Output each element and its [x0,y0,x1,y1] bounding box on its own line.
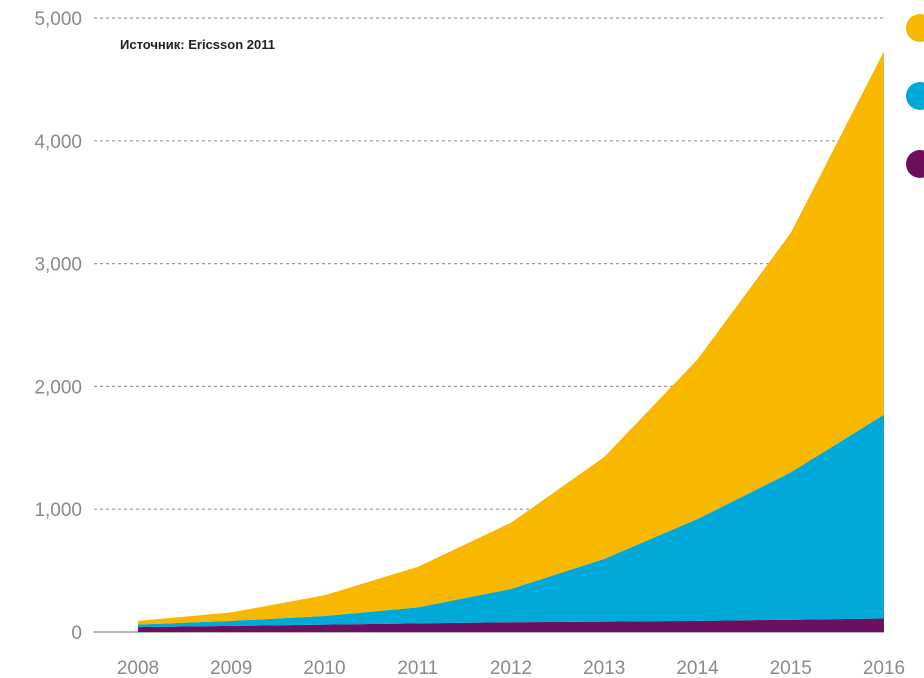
y-tick-label: 3,000 [34,255,82,276]
x-tick-label: 2011 [397,658,438,678]
legend-swatch [906,150,924,178]
y-tick-label: 0 [71,623,82,644]
x-tick-label: 2013 [583,658,625,678]
x-tick-label: 2008 [117,658,159,678]
source-annotation: Источник: Ericsson 2011 [120,37,275,52]
y-tick-label: 4,000 [34,132,82,153]
area-series-3 [138,51,884,625]
x-tick-label: 2010 [303,658,345,678]
legend [906,14,924,178]
x-tick-label: 2015 [770,658,812,678]
y-tick-label: 2,000 [34,377,82,398]
area-series [138,51,884,632]
y-axis-tick-labels: 0 1,000 2,000 3,000 4,000 5,000 [34,9,82,644]
area-series-1 [138,618,884,632]
y-tick-label: 1,000 [34,500,82,521]
y-tick-label: 5,000 [34,9,82,30]
x-axis-tick-labels: 2008 2009 2010 2011 2012 2013 2014 2015 2016 [117,658,905,678]
legend-swatch [906,82,924,110]
legend-swatch [906,14,924,42]
x-tick-label: 2016 [863,658,905,678]
x-tick-label: 2009 [210,658,252,678]
x-tick-label: 2014 [676,658,719,678]
x-tick-label: 2012 [490,658,532,678]
area-series-2 [138,414,884,628]
